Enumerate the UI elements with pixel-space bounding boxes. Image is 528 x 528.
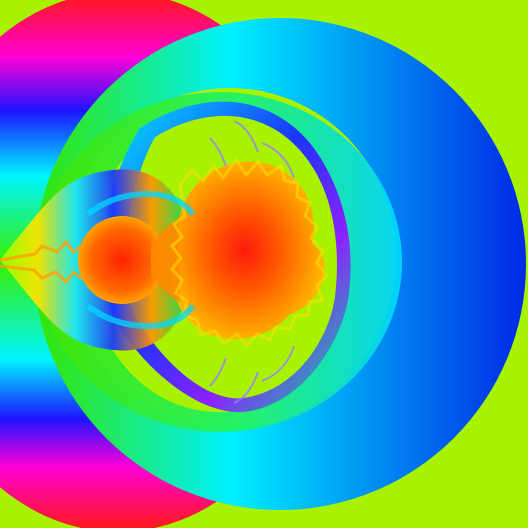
fractal-detail-bottom [86,303,196,330]
fractal-detail-spike-left-2 [0,264,83,285]
fractal-edge [169,157,329,349]
fractal-main-cardioid [171,161,325,340]
fractal-hair-top [209,120,295,179]
fractal-bulb [78,216,166,304]
bulb-neck [151,218,180,302]
fractal-detail-top [86,190,196,217]
fractal-hair-bottom [209,345,295,404]
fractal-detail-spike-left [0,239,83,262]
